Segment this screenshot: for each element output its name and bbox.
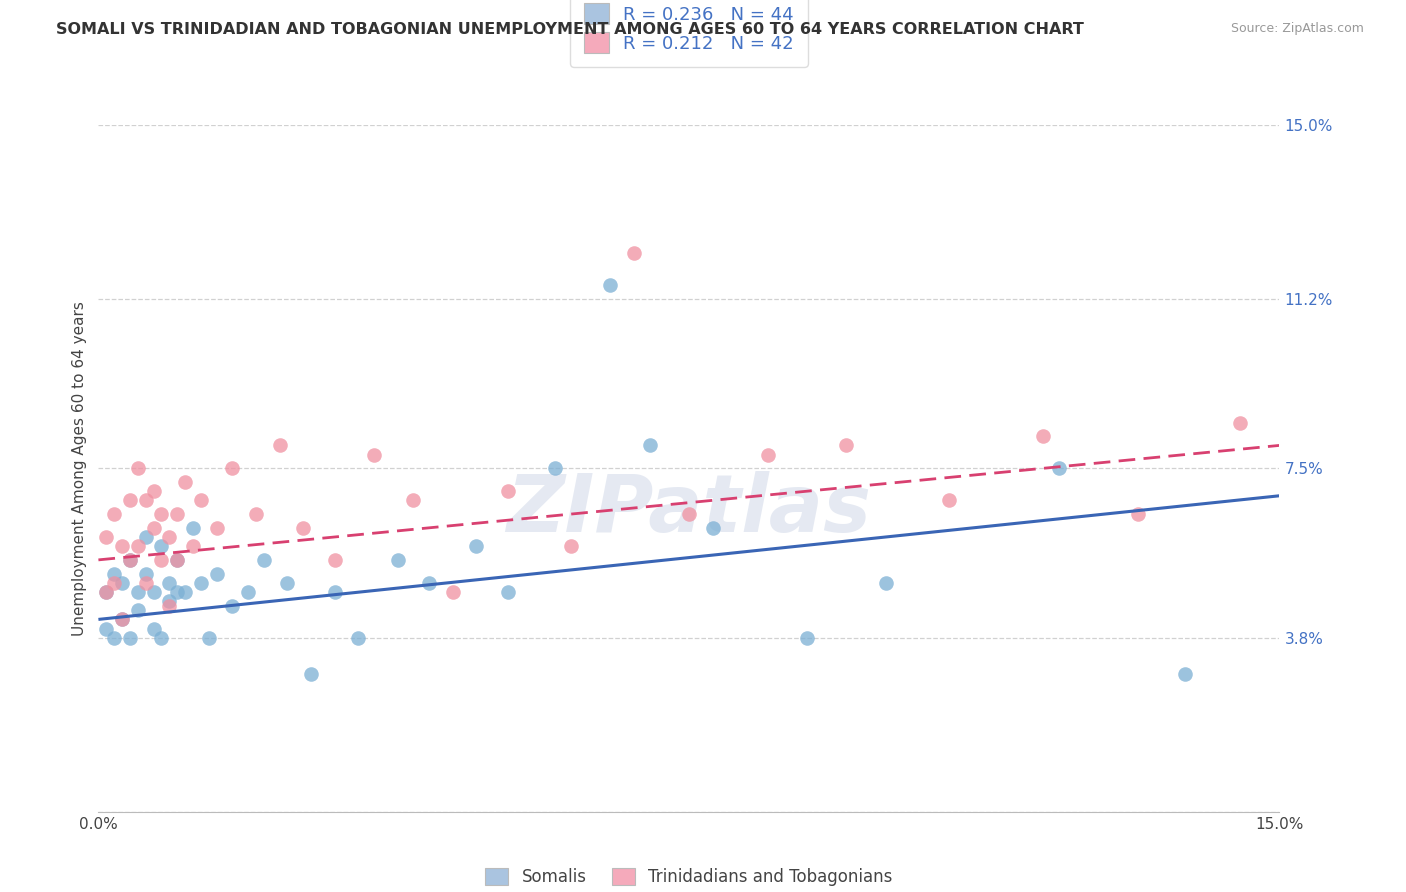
Point [174, 585, 197, 599]
Point [150, 631, 173, 645]
Point [157, 575, 180, 590]
Point [1047, 461, 1070, 475]
Point [363, 448, 385, 462]
Point [347, 631, 370, 645]
Point [1126, 507, 1149, 521]
Point [702, 521, 724, 535]
Point [253, 553, 276, 567]
Point [111, 575, 134, 590]
Point [142, 484, 165, 499]
Point [599, 278, 621, 293]
Point [166, 553, 188, 567]
Point [135, 575, 157, 590]
Point [127, 603, 149, 617]
Point [205, 566, 228, 581]
Point [118, 553, 141, 567]
Point [135, 530, 157, 544]
Point [678, 507, 700, 521]
Point [157, 530, 180, 544]
Point [418, 575, 440, 590]
Point [157, 599, 180, 613]
Point [402, 493, 425, 508]
Point [1174, 667, 1197, 681]
Point [236, 585, 259, 599]
Point [111, 612, 134, 626]
Point [127, 539, 149, 553]
Point [292, 521, 315, 535]
Point [127, 461, 149, 475]
Legend: Somalis, Trinidadians and Tobagonians: Somalis, Trinidadians and Tobagonians [478, 861, 900, 892]
Point [638, 438, 661, 452]
Point [269, 438, 291, 452]
Point [496, 585, 519, 599]
Text: ZIPatlas: ZIPatlas [506, 470, 872, 549]
Point [118, 631, 141, 645]
Point [796, 631, 818, 645]
Point [299, 667, 322, 681]
Point [127, 585, 149, 599]
Point [323, 585, 346, 599]
Point [323, 553, 346, 567]
Point [221, 599, 243, 613]
Point [118, 493, 141, 508]
Point [111, 539, 134, 553]
Point [96, 585, 118, 599]
Point [221, 461, 243, 475]
Point [96, 585, 118, 599]
Text: Source: ZipAtlas.com: Source: ZipAtlas.com [1230, 22, 1364, 36]
Point [142, 585, 165, 599]
Point [142, 521, 165, 535]
Point [197, 631, 219, 645]
Point [166, 507, 188, 521]
Point [496, 484, 519, 499]
Point [103, 575, 125, 590]
Point [544, 461, 567, 475]
Y-axis label: Unemployment Among Ages 60 to 64 years: Unemployment Among Ages 60 to 64 years [72, 301, 87, 636]
Point [1229, 416, 1251, 430]
Point [103, 566, 125, 581]
Point [623, 246, 645, 260]
Point [174, 475, 197, 489]
Point [166, 585, 188, 599]
Point [96, 530, 118, 544]
Point [96, 622, 118, 636]
Point [181, 521, 204, 535]
Point [150, 539, 173, 553]
Point [756, 448, 779, 462]
Point [118, 553, 141, 567]
Point [181, 539, 204, 553]
Point [190, 493, 212, 508]
Point [835, 438, 858, 452]
Point [875, 575, 897, 590]
Point [142, 622, 165, 636]
Point [560, 539, 582, 553]
Point [205, 521, 228, 535]
Point [441, 585, 464, 599]
Point [135, 493, 157, 508]
Point [150, 553, 173, 567]
Point [111, 612, 134, 626]
Point [190, 575, 212, 590]
Point [387, 553, 409, 567]
Text: SOMALI VS TRINIDADIAN AND TOBAGONIAN UNEMPLOYMENT AMONG AGES 60 TO 64 YEARS CORR: SOMALI VS TRINIDADIAN AND TOBAGONIAN UNE… [56, 22, 1084, 37]
Point [938, 493, 960, 508]
Point [157, 594, 180, 608]
Point [1032, 429, 1054, 443]
Point [465, 539, 488, 553]
Point [103, 507, 125, 521]
Point [245, 507, 267, 521]
Point [135, 566, 157, 581]
Point [103, 631, 125, 645]
Point [276, 575, 298, 590]
Point [166, 553, 188, 567]
Point [150, 507, 173, 521]
